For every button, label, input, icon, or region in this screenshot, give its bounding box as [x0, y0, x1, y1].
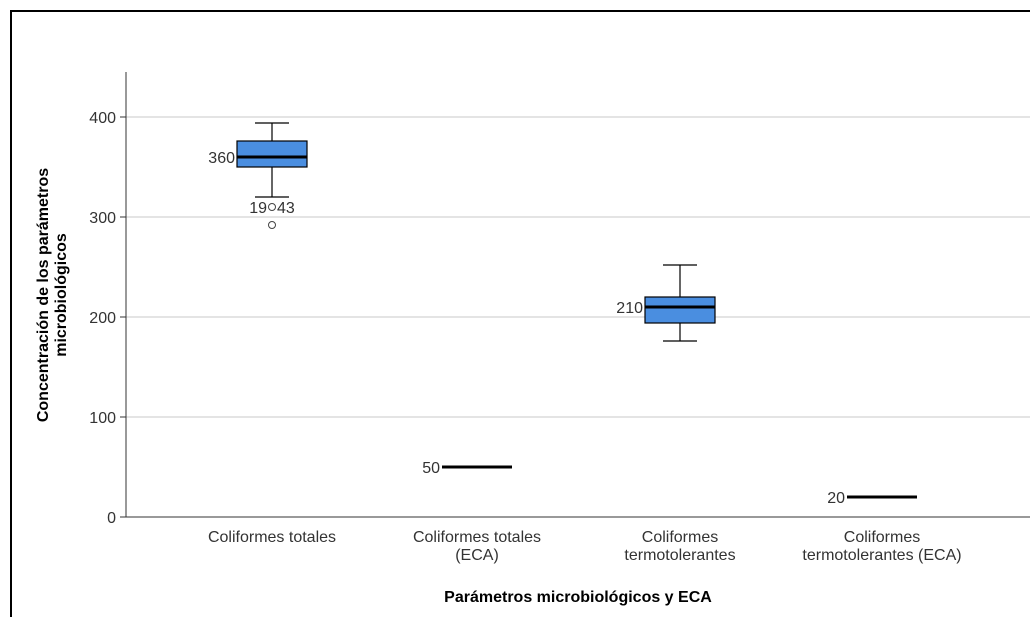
y-axis-label: Concentración de los parámetros microbio… — [35, 168, 70, 422]
category-label: (ECA) — [455, 547, 499, 564]
category-label: Coliformes — [642, 529, 718, 546]
median-label: 20 — [827, 490, 845, 507]
outlier-point — [268, 203, 276, 211]
category-label: Coliformes — [844, 529, 920, 546]
y-tick-label: 0 — [107, 510, 116, 527]
grid-lines — [126, 116, 1030, 418]
y-tick-label: 100 — [89, 410, 116, 427]
chart-frame — [10, 10, 1030, 617]
box-2: 210 — [616, 264, 716, 342]
y-axis-label-line-1: Concentración de los parámetros — [35, 168, 52, 422]
box-0: 360 19 43 — [208, 122, 308, 229]
iqr-box — [236, 140, 308, 168]
axes — [125, 72, 1030, 518]
y-axis-label-line-2: microbiológicos — [53, 233, 70, 357]
outlier-label: 43 — [277, 200, 295, 217]
x-axis-label: Parámetros microbiológicos y ECA — [444, 589, 712, 606]
box-1: 50 — [422, 460, 512, 477]
median-label: 360 — [208, 150, 235, 167]
category-label: Coliformes totales — [208, 529, 336, 546]
category-label: termotolerantes — [624, 547, 735, 564]
box-marks: 360 19 43 50 210 20 — [208, 122, 917, 507]
y-tick-label: 400 — [89, 110, 116, 127]
iqr-box — [644, 296, 716, 324]
y-ticks: 0 100 200 300 400 — [89, 110, 126, 527]
outlier-point — [268, 221, 276, 229]
y-tick-label: 200 — [89, 310, 116, 327]
category-labels: Coliformes totales Coliformes totales(ECA… — [208, 529, 962, 564]
median-label: 50 — [422, 460, 440, 477]
box-3: 20 — [827, 490, 917, 507]
category-label: Coliformes totales — [413, 529, 541, 546]
y-tick-label: 300 — [89, 210, 116, 227]
outlier-label: 19 — [249, 200, 267, 217]
category-label: termotolerantes (ECA) — [802, 547, 961, 564]
median-label: 210 — [616, 300, 643, 317]
